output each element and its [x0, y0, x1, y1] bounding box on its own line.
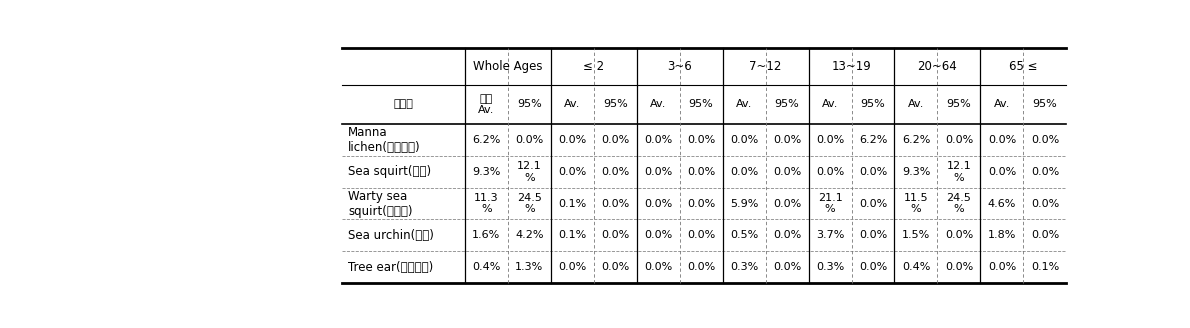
Text: 0.0%: 0.0% — [558, 135, 587, 145]
Text: 12.1
%: 12.1 % — [946, 161, 971, 182]
Text: 0.1%: 0.1% — [558, 198, 587, 209]
Text: 0.0%: 0.0% — [774, 167, 801, 177]
Text: 0.0%: 0.0% — [859, 230, 887, 240]
Text: 0.5%: 0.5% — [729, 230, 758, 240]
Text: 0.0%: 0.0% — [859, 198, 887, 209]
Text: 0.0%: 0.0% — [601, 198, 630, 209]
Text: 1.5%: 1.5% — [902, 230, 931, 240]
Text: 0.0%: 0.0% — [945, 135, 973, 145]
Text: 0.0%: 0.0% — [1031, 167, 1059, 177]
Text: 0.0%: 0.0% — [644, 135, 672, 145]
Text: 11.5
%: 11.5 % — [903, 193, 928, 214]
Text: 0.0%: 0.0% — [945, 230, 973, 240]
Text: 6.2%: 6.2% — [859, 135, 888, 145]
Text: 12.1
%: 12.1 % — [516, 161, 541, 182]
Text: 0.0%: 0.0% — [1031, 230, 1059, 240]
Text: 0.0%: 0.0% — [687, 230, 715, 240]
Text: 11.3
%: 11.3 % — [474, 193, 499, 214]
Text: Warty sea
squirt(미더덱): Warty sea squirt(미더덱) — [347, 190, 413, 217]
Text: 0.0%: 0.0% — [816, 167, 844, 177]
Text: 65 ≤: 65 ≤ — [1009, 60, 1038, 73]
Text: 1.6%: 1.6% — [472, 230, 500, 240]
Text: Whole Ages: Whole Ages — [472, 60, 543, 73]
Text: 95%: 95% — [775, 99, 800, 110]
Text: 95%: 95% — [689, 99, 714, 110]
Text: 0.0%: 0.0% — [644, 262, 672, 272]
Text: 3~6: 3~6 — [668, 60, 693, 73]
Text: 0.0%: 0.0% — [601, 167, 630, 177]
Text: 95%: 95% — [603, 99, 627, 110]
Text: 0.0%: 0.0% — [687, 198, 715, 209]
Text: 0.0%: 0.0% — [515, 135, 544, 145]
Text: 전체
Av.: 전체 Av. — [478, 93, 494, 115]
Text: Sea urchin(성게): Sea urchin(성게) — [347, 229, 434, 242]
Text: 4.6%: 4.6% — [988, 198, 1016, 209]
Text: 0.0%: 0.0% — [558, 167, 587, 177]
Text: 0.1%: 0.1% — [1031, 262, 1059, 272]
Text: 0.0%: 0.0% — [687, 262, 715, 272]
Text: 21.1
%: 21.1 % — [818, 193, 843, 214]
Text: 24.5
%: 24.5 % — [516, 193, 541, 214]
Text: 0.0%: 0.0% — [729, 135, 758, 145]
Text: 5.9%: 5.9% — [729, 198, 758, 209]
Text: 24.5
%: 24.5 % — [946, 193, 971, 214]
Text: 0.0%: 0.0% — [859, 167, 887, 177]
Text: 1.8%: 1.8% — [988, 230, 1016, 240]
Text: 0.0%: 0.0% — [774, 262, 801, 272]
Text: 6.2%: 6.2% — [902, 135, 931, 145]
Text: Av.: Av. — [994, 99, 1010, 110]
Text: 0.3%: 0.3% — [729, 262, 758, 272]
Text: 0.0%: 0.0% — [644, 198, 672, 209]
Text: 0.0%: 0.0% — [601, 135, 630, 145]
Text: 0.0%: 0.0% — [687, 135, 715, 145]
Text: 13~19: 13~19 — [832, 60, 871, 73]
Text: 0.0%: 0.0% — [774, 198, 801, 209]
Text: Av.: Av. — [564, 99, 581, 110]
Text: Av.: Av. — [908, 99, 925, 110]
Text: 95%: 95% — [860, 99, 885, 110]
Text: 6.2%: 6.2% — [472, 135, 501, 145]
Text: 95%: 95% — [946, 99, 971, 110]
Text: 0.0%: 0.0% — [859, 262, 887, 272]
Text: Av.: Av. — [822, 99, 838, 110]
Text: Manna
lichen(석이버셋): Manna lichen(석이버셋) — [347, 126, 420, 154]
Text: 0.0%: 0.0% — [945, 262, 973, 272]
Text: Sea squirt(멑게): Sea squirt(멑게) — [347, 165, 431, 178]
Text: 0.0%: 0.0% — [816, 135, 844, 145]
Text: 0.0%: 0.0% — [988, 167, 1016, 177]
Text: 0.0%: 0.0% — [558, 262, 587, 272]
Text: 0.0%: 0.0% — [687, 167, 715, 177]
Text: Tree ear(목이버셋): Tree ear(목이버셋) — [347, 261, 433, 274]
Text: 3.7%: 3.7% — [816, 230, 844, 240]
Text: 0.0%: 0.0% — [988, 262, 1016, 272]
Text: 0.0%: 0.0% — [644, 230, 672, 240]
Text: 0.4%: 0.4% — [472, 262, 501, 272]
Text: 0.0%: 0.0% — [774, 135, 801, 145]
Text: 95%: 95% — [1033, 99, 1057, 110]
Text: 1.3%: 1.3% — [515, 262, 544, 272]
Text: 0.0%: 0.0% — [601, 230, 630, 240]
Text: 95%: 95% — [516, 99, 541, 110]
Text: 0.1%: 0.1% — [558, 230, 587, 240]
Text: 0.0%: 0.0% — [729, 167, 758, 177]
Text: 0.0%: 0.0% — [644, 167, 672, 177]
Text: 0.4%: 0.4% — [902, 262, 931, 272]
Text: ≤ 2: ≤ 2 — [583, 60, 605, 73]
Text: 0.0%: 0.0% — [1031, 198, 1059, 209]
Text: 0.3%: 0.3% — [816, 262, 844, 272]
Text: Av.: Av. — [735, 99, 752, 110]
Text: 7~12: 7~12 — [750, 60, 782, 73]
Text: 0.0%: 0.0% — [774, 230, 801, 240]
Text: 0.0%: 0.0% — [1031, 135, 1059, 145]
Text: 9.3%: 9.3% — [472, 167, 501, 177]
Text: 4.2%: 4.2% — [515, 230, 544, 240]
Text: 0.0%: 0.0% — [601, 262, 630, 272]
Text: 0.0%: 0.0% — [988, 135, 1016, 145]
Text: 식품명: 식품명 — [394, 99, 413, 110]
Text: 9.3%: 9.3% — [902, 167, 931, 177]
Text: 20~64: 20~64 — [917, 60, 957, 73]
Text: Av.: Av. — [650, 99, 666, 110]
